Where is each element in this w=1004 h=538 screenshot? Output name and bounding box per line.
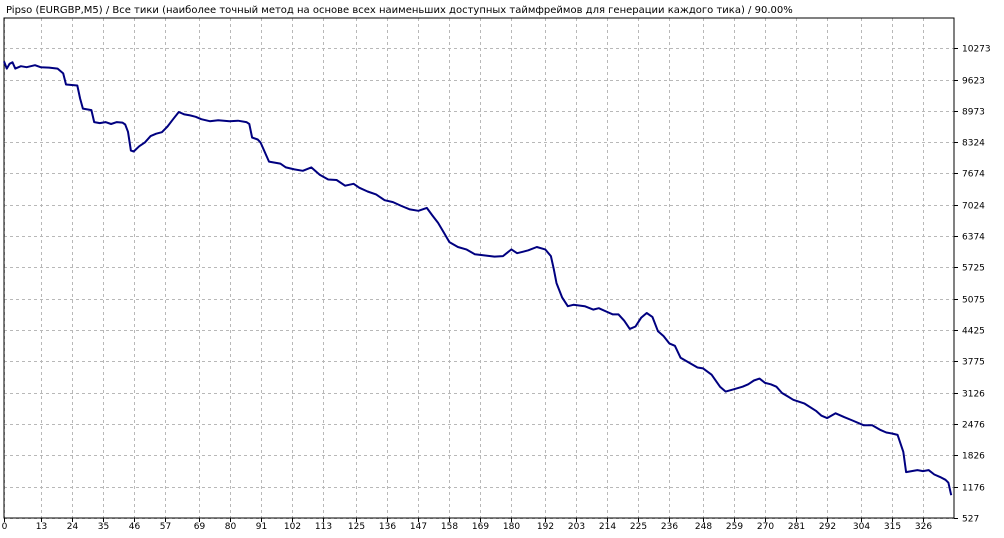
series-line xyxy=(3,61,953,496)
x-tick-label: 169 xyxy=(472,522,489,532)
x-tick-label: 304 xyxy=(853,522,870,532)
x-tick-label: 57 xyxy=(160,522,171,532)
x-tick-label: 203 xyxy=(568,522,585,532)
x-axis: 0 13 24 35 46 57 69 80 91 102 113 125 136 147 158 169 18… xyxy=(2,518,932,532)
y-tick-label: 527 xyxy=(962,515,979,525)
y-tick-label: 8324 xyxy=(962,139,985,149)
y-tick-label: 2476 xyxy=(962,421,985,431)
y-tick-label: 8973 xyxy=(962,108,985,118)
y-tick-label: 1826 xyxy=(962,452,985,462)
x-tick-label: 125 xyxy=(348,522,365,532)
x-tick-label: 158 xyxy=(441,522,458,532)
x-tick-label: 102 xyxy=(284,522,301,532)
x-tick-label: 69 xyxy=(194,522,206,532)
x-tick-label: 136 xyxy=(379,522,396,532)
x-tick-label: 292 xyxy=(819,522,836,532)
x-tick-label: 0 xyxy=(2,522,8,532)
x-tick-label: 24 xyxy=(67,522,79,532)
x-tick-label: 91 xyxy=(256,522,267,532)
x-tick-label: 326 xyxy=(915,522,932,532)
y-tick-label: 4425 xyxy=(962,327,985,337)
x-tick-label: 13 xyxy=(36,522,47,532)
x-tick-label: 270 xyxy=(757,522,774,532)
x-tick-label: 35 xyxy=(98,522,109,532)
y-tick-label: 10273 xyxy=(962,45,991,55)
x-tick-label: 180 xyxy=(503,522,520,532)
x-tick-label: 192 xyxy=(537,522,554,532)
y-axis: 527 1176 1826 2476 3126 3775 4425 5075 5725 6374 7… xyxy=(954,45,991,525)
y-tick-label: 9623 xyxy=(962,77,985,87)
x-tick-label: 80 xyxy=(225,522,237,532)
y-tick-label: 5075 xyxy=(962,296,985,306)
y-tick-label: 6374 xyxy=(962,233,985,243)
y-tick-label: 7024 xyxy=(962,202,985,212)
y-tick-label: 3775 xyxy=(962,358,985,368)
x-tick-label: 147 xyxy=(410,522,427,532)
x-tick-label: 248 xyxy=(695,522,712,532)
x-tick-label: 113 xyxy=(315,522,332,532)
y-tick-label: 1176 xyxy=(962,484,985,494)
x-tick-label: 236 xyxy=(661,522,678,532)
y-tick-label: 7674 xyxy=(962,170,985,180)
y-tick-label: 5725 xyxy=(962,264,985,274)
x-tick-label: 281 xyxy=(788,522,805,532)
x-tick-label: 259 xyxy=(726,522,743,532)
grid xyxy=(4,18,954,519)
x-tick-label: 46 xyxy=(129,522,141,532)
x-tick-label: 315 xyxy=(884,522,901,532)
y-tick-label: 3126 xyxy=(962,390,985,400)
chart-caption: Pipso (EURGBP,M5) / Все тики (наиболее т… xyxy=(6,5,793,16)
series-layer xyxy=(3,61,953,496)
x-tick-label: 225 xyxy=(630,522,647,532)
x-tick-label: 214 xyxy=(599,522,616,532)
